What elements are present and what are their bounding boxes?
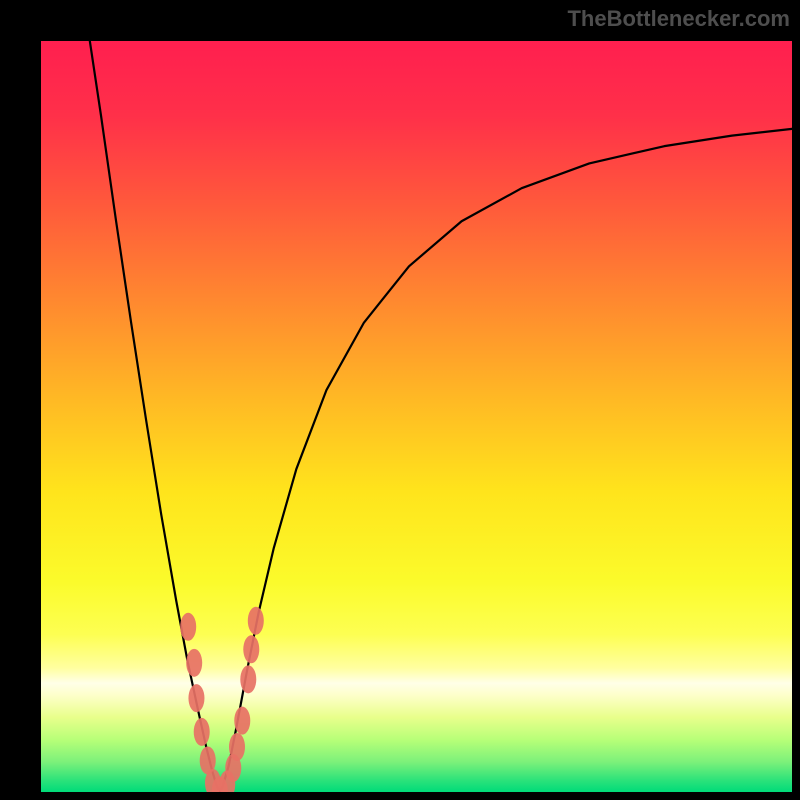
data-marker [229,733,245,761]
data-marker [248,607,264,635]
data-marker [188,684,204,712]
data-marker [186,649,202,677]
data-marker [234,707,250,735]
plot-svg [41,41,792,792]
data-marker [243,635,259,663]
gradient-background [41,41,792,792]
watermark-text: TheBottlenecker.com [567,6,790,32]
data-marker [240,665,256,693]
chart-stage: TheBottlenecker.com [0,0,800,800]
data-marker [180,613,196,641]
data-marker [194,718,210,746]
